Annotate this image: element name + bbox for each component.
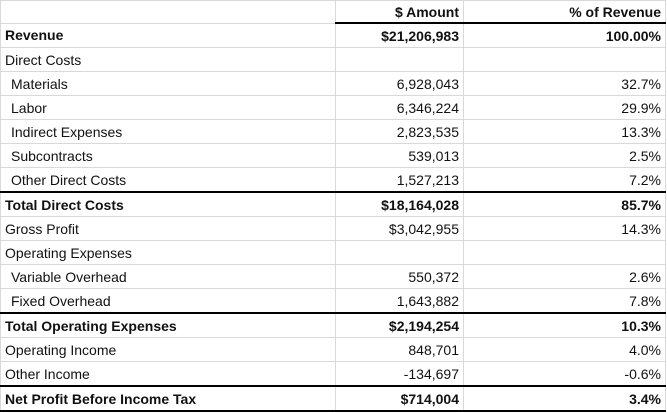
percent-cell: 10.3% bbox=[463, 312, 666, 338]
percent-cell: 2.6% bbox=[463, 264, 666, 289]
row: Operating Expenses bbox=[0, 240, 666, 265]
row: Labor 6,346,224 29.9% bbox=[0, 95, 666, 120]
percent-cell: -0.6% bbox=[463, 361, 666, 387]
amount-cell bbox=[335, 47, 464, 72]
label-cell: Materials bbox=[0, 71, 336, 96]
row: Other Direct Costs 1,527,213 7.2% bbox=[0, 167, 666, 193]
label-cell: Fixed Overhead bbox=[0, 288, 336, 314]
amount-cell: 848,701 bbox=[335, 337, 464, 362]
percent-cell: 2.5% bbox=[463, 143, 666, 168]
percent-cell: 13.3% bbox=[463, 119, 666, 144]
amount-cell: -134,697 bbox=[335, 361, 464, 387]
row: Indirect Expenses 2,823,535 13.3% bbox=[0, 119, 666, 144]
row: Direct Costs bbox=[0, 47, 666, 72]
row: Total Operating Expenses $2,194,254 10.3% bbox=[0, 312, 666, 338]
label-cell: Direct Costs bbox=[0, 47, 336, 72]
label-cell: Other Direct Costs bbox=[0, 167, 336, 193]
percent-cell: 32.7% bbox=[463, 71, 666, 96]
amount-cell: 539,013 bbox=[335, 143, 464, 168]
amount-cell: $18,164,028 bbox=[335, 191, 464, 217]
amount-cell: 2,823,535 bbox=[335, 119, 464, 144]
header-cell: % of Revenue bbox=[463, 0, 666, 24]
row: Fixed Overhead 1,643,882 7.8% bbox=[0, 288, 666, 314]
percent-cell: 7.8% bbox=[463, 288, 666, 314]
label-cell: Subcontracts bbox=[0, 143, 336, 168]
label-cell: Indirect Expenses bbox=[0, 119, 336, 144]
label-cell: Variable Overhead bbox=[0, 264, 336, 289]
amount-cell bbox=[335, 240, 464, 265]
label-cell: Other Income bbox=[0, 361, 336, 387]
row: Operating Income 848,701 4.0% bbox=[0, 337, 666, 362]
label-cell: Gross Profit bbox=[0, 216, 336, 241]
row: Net Profit Before Income Tax $714,004 3.4% bbox=[0, 385, 666, 412]
label-cell: Revenue bbox=[0, 22, 336, 48]
percent-cell: 85.7% bbox=[463, 191, 666, 217]
label-cell: Total Operating Expenses bbox=[0, 312, 336, 338]
percent-cell bbox=[463, 47, 666, 72]
row: Other Income -134,697 -0.6% bbox=[0, 361, 666, 387]
amount-cell: 1,527,213 bbox=[335, 167, 464, 193]
amount-cell: $714,004 bbox=[335, 385, 464, 412]
row: Variable Overhead 550,372 2.6% bbox=[0, 264, 666, 289]
amount-cell: 1,643,882 bbox=[335, 288, 464, 314]
label-cell: Net Profit Before Income Tax bbox=[0, 385, 336, 412]
amount-cell: $3,042,955 bbox=[335, 216, 464, 241]
percent-cell: 3.4% bbox=[463, 385, 666, 412]
header-row: $ Amount % of Revenue bbox=[0, 0, 666, 24]
percent-cell: 100.00% bbox=[463, 22, 666, 48]
row: Total Direct Costs $18,164,028 85.7% bbox=[0, 191, 666, 217]
amount-cell: 6,346,224 bbox=[335, 95, 464, 120]
label-cell: Total Direct Costs bbox=[0, 191, 336, 217]
row: Revenue $21,206,983 100.00% bbox=[0, 22, 666, 48]
percent-cell: 29.9% bbox=[463, 95, 666, 120]
row: Materials 6,928,043 32.7% bbox=[0, 71, 666, 96]
label-cell: Operating Income bbox=[0, 337, 336, 362]
amount-cell: 550,372 bbox=[335, 264, 464, 289]
percent-cell: 14.3% bbox=[463, 216, 666, 241]
amount-cell: $2,194,254 bbox=[335, 312, 464, 338]
amount-cell: $21,206,983 bbox=[335, 22, 464, 48]
header-cell bbox=[0, 0, 336, 24]
label-cell: Operating Expenses bbox=[0, 240, 336, 265]
header-cell: $ Amount bbox=[335, 0, 464, 24]
row: Subcontracts 539,013 2.5% bbox=[0, 143, 666, 168]
percent-cell: 7.2% bbox=[463, 167, 666, 193]
percent-cell: 4.0% bbox=[463, 337, 666, 362]
percent-cell bbox=[463, 240, 666, 265]
row: Gross Profit $3,042,955 14.3% bbox=[0, 216, 666, 241]
amount-cell: 6,928,043 bbox=[335, 71, 464, 96]
label-cell: Labor bbox=[0, 95, 336, 120]
